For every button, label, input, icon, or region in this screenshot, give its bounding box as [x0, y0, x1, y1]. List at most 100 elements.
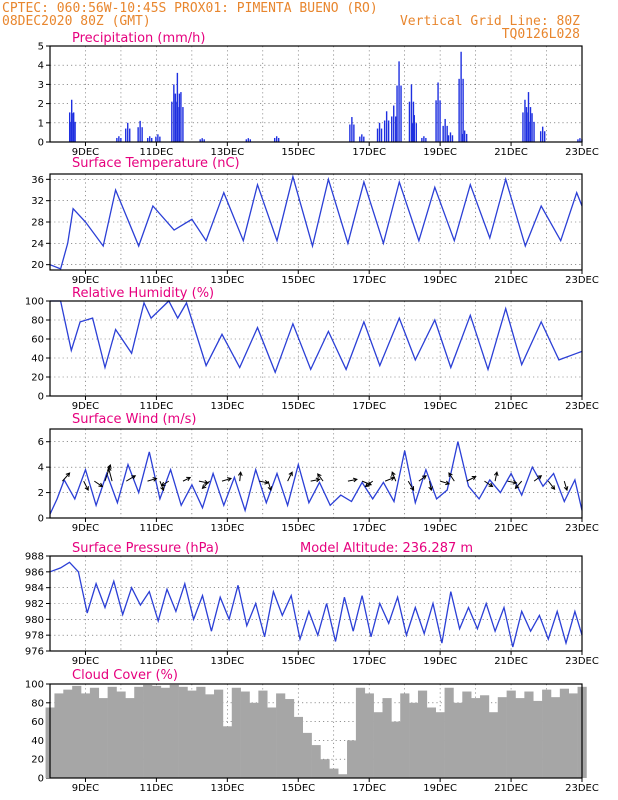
precip-bar: [127, 122, 129, 142]
precip-bar: [277, 137, 280, 142]
y-tick-label: 982: [25, 599, 44, 610]
precip-bar: [129, 128, 131, 142]
precip-bar: [447, 135, 450, 142]
wind-vector-arrow: [514, 480, 523, 490]
cloud-cover-bar: [81, 693, 91, 778]
wind-panel: Surface Wind (m/s) 0 2 4 6 9DEC 11DEC 13DEC 15D…: [38, 412, 599, 534]
x-tick-label: 21DEC: [494, 656, 528, 667]
precip-bar: [199, 139, 201, 142]
precip-bar: [159, 136, 161, 142]
wind-vector-arrow: [267, 480, 273, 492]
cloud-cover-bar: [196, 686, 206, 778]
precip-bar: [391, 116, 393, 142]
x-tick-label: 13DEC: [210, 401, 244, 412]
precip-bar: [421, 137, 423, 142]
cloud-cover-bar: [550, 697, 561, 778]
y-tick-label: 1: [38, 118, 44, 129]
x-tick-label: 9DEC: [72, 783, 99, 794]
wind-vector-arrow: [507, 479, 518, 485]
x-tick-label: 13DEC: [210, 523, 244, 534]
cloud-cover-bar: [54, 693, 64, 778]
x-tick-label: 11DEC: [140, 147, 174, 158]
cloud-cover-bar: [471, 698, 481, 778]
y-tick-label: 2: [38, 488, 44, 499]
wind-vector-arrow: [160, 480, 170, 487]
cloud-cover-bar: [107, 686, 117, 778]
cloud-cover-bar: [311, 745, 321, 778]
precip-bar: [125, 128, 127, 142]
wind-vector-arrow: [221, 477, 233, 482]
x-tick-label: 11DEC: [140, 656, 174, 667]
precip-bar: [533, 121, 535, 142]
cloud-cover-bar: [98, 698, 108, 778]
x-tick-label: 17DEC: [352, 401, 386, 412]
cloud-cover-bar: [187, 690, 197, 778]
wind-vector-arrow: [448, 472, 455, 482]
cloud-cover-bar: [258, 690, 268, 778]
cloud-cover-bar: [338, 774, 348, 778]
precip-bar: [415, 123, 417, 142]
cloud-cover-bar: [63, 689, 73, 778]
y-tick-label: 80: [31, 698, 44, 709]
y-tick-label: 2: [38, 99, 44, 110]
precip-bar: [157, 134, 159, 142]
cloud-cover-bar: [409, 702, 419, 778]
x-tick-label: 17DEC: [352, 656, 386, 667]
wind-vector-arrow: [237, 471, 243, 482]
header-line1: CPTEC: 060:56W-10:45S PROX01: PIMENTA BU…: [2, 1, 378, 16]
precip-bar: [541, 126, 544, 142]
wind-vector-arrow: [407, 480, 415, 492]
cloud-cover-bar: [151, 685, 162, 778]
x-tick-label: 11DEC: [140, 523, 174, 534]
precip-bar: [412, 101, 415, 142]
x-tick-label: 19DEC: [423, 783, 457, 794]
precip-bar: [171, 101, 173, 142]
wind-vector-arrow: [347, 477, 358, 483]
y-tick-label: 20: [31, 373, 44, 384]
wind-vector-arrow: [391, 471, 397, 482]
x-tick-label: 15DEC: [281, 147, 315, 158]
precip-bar: [387, 120, 390, 142]
cloud-cover-bar: [533, 700, 543, 778]
wind-vector-arrow: [533, 475, 543, 482]
precip-bar: [353, 124, 355, 142]
precip-bar: [579, 138, 581, 142]
y-tick-label: 0: [38, 514, 44, 525]
wind-vector-arrow: [493, 471, 499, 482]
precip-bar: [137, 127, 139, 142]
x-tick-label: 13DEC: [210, 656, 244, 667]
precip-bar: [70, 121, 72, 142]
precip-bar: [116, 137, 118, 142]
precip-bar: [425, 137, 427, 142]
y-tick-label: 24: [31, 239, 44, 250]
precip-bar: [410, 84, 413, 142]
x-tick-label: 19DEC: [423, 147, 457, 158]
cloud-cover-bar: [417, 690, 428, 778]
y-tick-label: 40: [31, 736, 44, 747]
x-tick-label: 17DEC: [352, 147, 386, 158]
cloud-cover-bar: [329, 768, 339, 778]
precip-bar: [435, 100, 437, 142]
cloud-cover-panel: Cloud Cover (%) 0 20 40 60 80 100 9DEC 11DEC 13D…: [25, 668, 599, 794]
precip-bar: [449, 132, 452, 142]
precip-bar: [463, 130, 466, 142]
precip-bar: [376, 128, 379, 142]
precip-bar: [176, 72, 179, 142]
wind-vector-arrow: [466, 475, 477, 482]
precipitation-title: Precipitation (mm/h): [72, 31, 205, 46]
precip-bar: [70, 99, 73, 142]
panel-frame: [49, 300, 583, 397]
precip-bar: [437, 82, 439, 142]
cloud-cover-bar: [214, 689, 224, 778]
x-tick-label: 15DEC: [281, 783, 315, 794]
cloud-cover-bar: [515, 698, 525, 778]
x-tick-label: 21DEC: [494, 147, 528, 158]
precip-bar: [460, 51, 462, 143]
x-tick-label: 23DEC: [565, 783, 599, 794]
wind-vector-arrow: [361, 480, 373, 486]
cloud-cover-bar: [559, 688, 569, 778]
y-tick-label: 986: [25, 567, 44, 578]
wind-vector-arrow: [364, 480, 374, 488]
x-tick-label: 21DEC: [494, 275, 528, 286]
cloud-cover-bar: [480, 695, 490, 778]
